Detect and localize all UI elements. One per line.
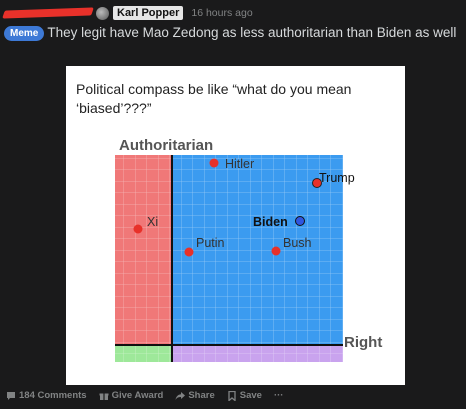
give-award-button[interactable]: Give Award <box>99 390 164 401</box>
post-header: Karl Popper 16 hours ago <box>2 4 253 22</box>
comments-label: 184 Comments <box>19 390 87 401</box>
post-flair[interactable]: Meme <box>4 26 45 41</box>
redacted-subreddit-mark <box>2 7 94 19</box>
post-time: 16 hours ago <box>191 7 253 19</box>
grid-overlay <box>115 155 343 362</box>
save-button[interactable]: Save <box>227 390 262 401</box>
label-biden: Biden <box>253 215 288 229</box>
point-bush <box>271 246 281 256</box>
point-biden <box>295 216 305 226</box>
post-image[interactable]: Political compass be like “what do you m… <box>66 66 405 385</box>
political-compass: Authoritarian Right Hitler Trump Xi Bide… <box>115 137 382 362</box>
point-trump <box>312 178 322 188</box>
post-title-row[interactable]: Meme They legit have Mao Zedong as less a… <box>4 24 462 41</box>
axis-label-right: Right <box>344 334 382 351</box>
point-xi <box>133 224 143 234</box>
share-label: Share <box>188 390 215 401</box>
post-actions: 184 Comments Give Award Share Save ··· <box>6 390 283 401</box>
point-putin <box>184 247 194 257</box>
label-bush: Bush <box>283 236 312 250</box>
meme-caption: Political compass be like “what do you m… <box>76 81 352 116</box>
author-avatar[interactable] <box>96 6 109 20</box>
post-title[interactable]: They legit have Mao Zedong as less autho… <box>47 25 457 40</box>
comment-icon <box>7 391 15 400</box>
comments-button[interactable]: 184 Comments <box>6 390 87 401</box>
axis-label-authoritarian: Authoritarian <box>119 137 213 154</box>
save-label: Save <box>239 390 262 401</box>
label-xi: Xi <box>147 215 158 229</box>
give-award-label: Give Award <box>111 390 164 401</box>
gift-icon <box>99 393 109 400</box>
author-name[interactable]: Karl Popper <box>113 6 184 20</box>
label-hitler: Hitler <box>225 157 254 171</box>
point-hitler <box>209 158 219 168</box>
more-options-button[interactable]: ··· <box>273 390 284 401</box>
share-button[interactable]: Share <box>175 390 215 401</box>
label-putin: Putin <box>196 236 225 250</box>
label-trump: Trump <box>319 171 355 185</box>
share-arrow-icon <box>175 391 186 400</box>
bookmark-icon <box>228 390 236 401</box>
